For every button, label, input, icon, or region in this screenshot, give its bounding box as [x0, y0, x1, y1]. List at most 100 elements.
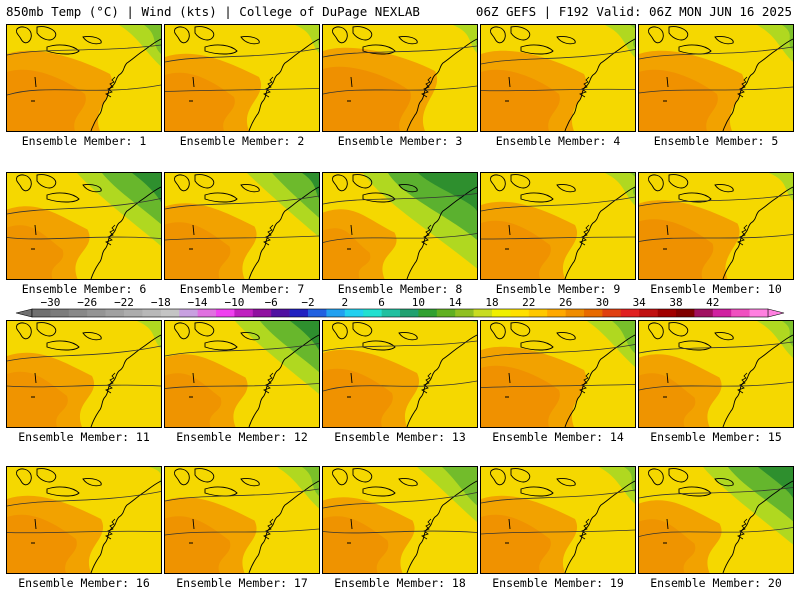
lake-outline	[362, 486, 396, 497]
lake-outline	[36, 174, 57, 189]
colorbar-tick-label: 18	[485, 296, 498, 309]
coastline	[722, 186, 793, 279]
border-mark	[347, 372, 353, 398]
colorbar-swatch	[749, 309, 769, 317]
lake-outline	[398, 184, 418, 193]
hot-core-region	[165, 222, 231, 279]
border-mark	[347, 224, 353, 250]
border-mark	[663, 76, 669, 102]
colorbar-swatch	[234, 309, 254, 317]
lake-outline	[556, 184, 576, 193]
lake-outline	[46, 486, 80, 497]
colorbar-swatch	[584, 309, 603, 317]
border-mark	[31, 76, 37, 102]
coastline	[722, 480, 793, 573]
lake-outline	[204, 192, 238, 203]
border-mark	[31, 372, 37, 398]
contour-line	[481, 344, 635, 359]
hot-core-region	[323, 516, 389, 573]
lake-outline	[16, 468, 32, 486]
lake-outline	[46, 192, 80, 203]
contour-line	[481, 489, 635, 504]
colorbar-swatch	[436, 309, 456, 317]
ensemble-member-caption: Ensemble Member: 19	[492, 576, 624, 590]
contour-line	[165, 88, 319, 92]
coastline	[248, 334, 319, 427]
lake-outline	[362, 340, 396, 351]
colorbar-swatch	[602, 309, 622, 317]
header-right-title: 06Z GEFS | F192 Valid: 06Z MON JUN 16 20…	[475, 4, 792, 19]
coastline	[722, 334, 793, 427]
contour-line	[481, 49, 635, 65]
lake-outline	[668, 174, 689, 189]
lake-outline	[36, 26, 57, 41]
ensemble-member-map	[322, 466, 478, 574]
ensemble-member-caption: Ensemble Member: 4	[495, 134, 621, 148]
contour-line	[481, 196, 635, 212]
ensemble-member-map	[638, 466, 794, 574]
lake-outline	[332, 174, 348, 192]
colorbar-swatch	[418, 309, 438, 317]
contour-line	[7, 384, 161, 388]
lake-outline	[174, 26, 190, 44]
colorbar-tick-label: 38	[669, 296, 682, 309]
coldest-region	[418, 173, 477, 212]
colorbar-swatch	[620, 309, 640, 317]
contour-line	[165, 488, 319, 502]
lake-outline	[16, 174, 32, 192]
border-mark	[505, 372, 511, 398]
cool-region	[757, 321, 793, 358]
coastline	[722, 38, 793, 131]
colorbar-swatch	[510, 309, 530, 317]
cold-region	[102, 173, 161, 225]
bay-outline	[105, 224, 116, 246]
hot-core-region	[7, 514, 77, 573]
hot-core-region	[639, 69, 718, 131]
ensemble-member-map	[6, 466, 162, 574]
cold-region	[260, 321, 319, 373]
contour-line	[639, 194, 793, 207]
colorbar-swatch	[400, 309, 419, 317]
colorbar-tick-label: −18	[151, 296, 171, 309]
bay-outline	[579, 518, 590, 540]
border-mark	[189, 76, 195, 102]
colorbar-tick-label: −10	[224, 296, 244, 309]
lake-outline	[648, 26, 664, 44]
ensemble-member-caption: Ensemble Member: 5	[653, 134, 779, 148]
lake-outline	[174, 322, 190, 340]
cool-region	[605, 173, 635, 206]
cold-region	[144, 25, 161, 55]
contour-line	[639, 46, 793, 60]
colorbar-tick-label: 34	[633, 296, 647, 309]
lake-outline	[714, 36, 734, 45]
colorbar-swatch	[565, 309, 585, 317]
ensemble-member-caption: Ensemble Member: 2	[179, 134, 305, 148]
colorbar-tick-label: 30	[596, 296, 609, 309]
lake-outline	[352, 174, 373, 189]
lake-outline	[352, 26, 373, 41]
contour-line	[481, 236, 635, 240]
contour-line	[7, 530, 161, 534]
cold-region	[272, 173, 319, 218]
contour-line	[323, 85, 477, 95]
lake-outline	[174, 174, 190, 192]
ensemble-member-caption: Ensemble Member: 7	[179, 282, 305, 296]
lake-outline	[240, 332, 260, 341]
contour-line	[7, 345, 161, 362]
lake-outline	[648, 174, 664, 192]
contour-line	[323, 530, 477, 534]
lake-outline	[510, 468, 531, 483]
temperature-colorbar: −30 −26 −22 −18 −14 −10 −6 −2 2 6 10 14 18 22 26 30 34 38…	[15, 296, 785, 318]
lake-outline	[194, 322, 215, 337]
cool-region	[277, 467, 319, 509]
border-mark	[663, 518, 669, 544]
lake-outline	[714, 184, 734, 193]
lake-outline	[240, 184, 260, 193]
lake-outline	[16, 322, 32, 340]
contour-line	[323, 45, 477, 58]
bay-outline	[737, 372, 748, 394]
colorbar-swatch	[142, 309, 162, 317]
ensemble-member-map	[480, 172, 636, 280]
cold-region	[791, 173, 793, 193]
ensemble-member-map	[164, 466, 320, 574]
